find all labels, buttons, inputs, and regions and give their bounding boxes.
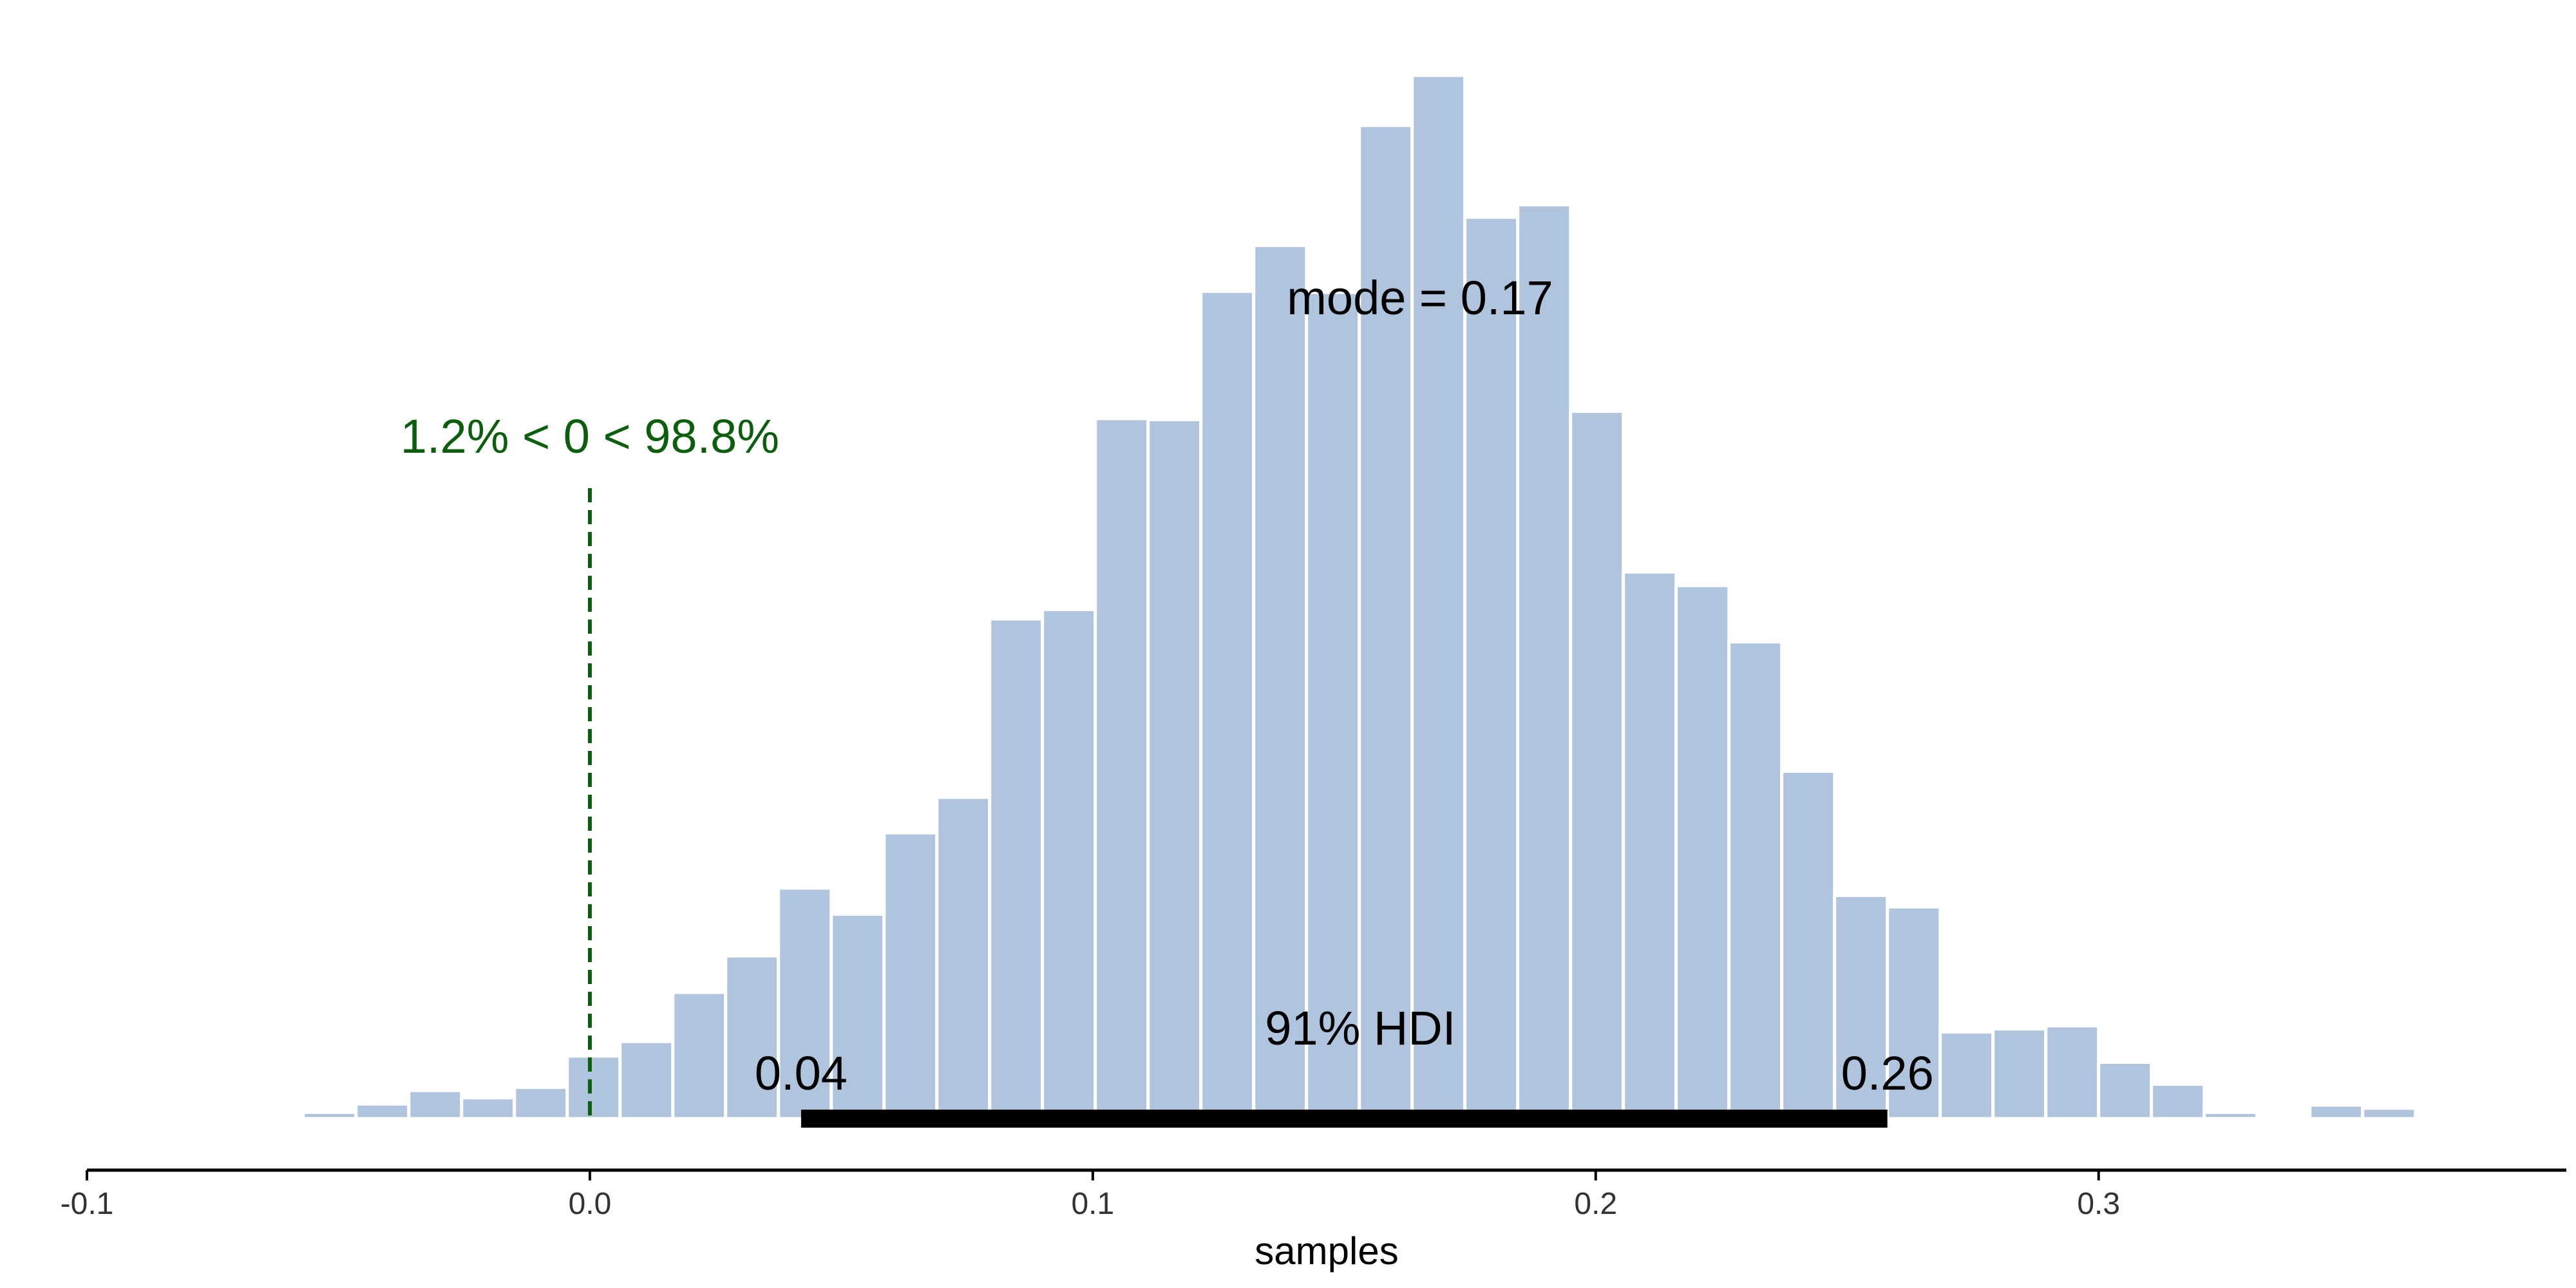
histogram-bar xyxy=(1727,640,1784,1121)
histogram-bar xyxy=(354,1102,411,1121)
x-axis-ticks: -0.1 0.0 0.1 0.2 0.3 xyxy=(61,1170,2120,1221)
histogram-bar xyxy=(988,617,1045,1121)
bars-layer xyxy=(249,73,2418,1121)
histogram-bar xyxy=(2361,1106,2418,1121)
histogram-bar xyxy=(1516,203,1573,1121)
histogram-bar xyxy=(1463,215,1520,1121)
x-tick-label: 0.2 xyxy=(1574,1187,1617,1221)
histogram-bar xyxy=(1305,290,1361,1121)
histogram-bar xyxy=(1094,417,1150,1121)
histogram-bar xyxy=(2044,1024,2101,1121)
histogram-bar xyxy=(1252,243,1309,1121)
hdi-bar xyxy=(800,1110,1888,1128)
histogram-bar xyxy=(565,1054,622,1121)
histogram-bar xyxy=(1991,1027,2048,1121)
x-axis: -0.1 0.0 0.1 0.2 0.3 samples xyxy=(61,1168,2566,1273)
hdi-label: 91% HDI xyxy=(1265,1001,1455,1055)
x-tick-label: 0.0 xyxy=(569,1187,612,1221)
histogram-bar xyxy=(1146,418,1203,1121)
histogram-bar xyxy=(671,990,728,1121)
hdi-high-label: 0.26 xyxy=(1841,1046,1934,1100)
histogram-bar xyxy=(513,1085,569,1121)
x-tick-label: 0.1 xyxy=(1071,1187,1114,1221)
histogram-bar xyxy=(1938,1030,1995,1121)
hdi-layer: 91% HDI 0.04 0.26 xyxy=(755,1001,1934,1128)
histogram-bar xyxy=(460,1096,516,1121)
histogram-bar xyxy=(935,795,992,1121)
histogram-bar xyxy=(1622,570,1678,1121)
histogram-bar xyxy=(1780,770,1837,1121)
histogram-bar xyxy=(249,1113,305,1121)
hdi-low-label: 0.04 xyxy=(755,1046,848,1100)
histogram-bar xyxy=(1041,607,1097,1121)
histogram-bar xyxy=(724,954,781,1121)
x-axis-title: samples xyxy=(1255,1229,1398,1273)
histogram-bar xyxy=(618,1039,675,1121)
histogram-bar xyxy=(2308,1103,2365,1121)
histogram-bar xyxy=(2097,1061,2154,1121)
mode-annotation: mode = 0.17 xyxy=(1287,271,1553,325)
histogram-bar xyxy=(1886,905,1942,1121)
histogram-bar xyxy=(882,831,939,1121)
histogram-bar xyxy=(1199,289,1256,1121)
histogram-bar xyxy=(2150,1083,2206,1121)
x-tick-label: 0.3 xyxy=(2077,1187,2120,1221)
reference-annotation: 1.2% < 0 < 98.8% xyxy=(401,410,779,463)
histogram-bar xyxy=(407,1088,464,1121)
histogram-bar xyxy=(2202,1110,2259,1121)
reference-layer: 1.2% < 0 < 98.8% xyxy=(401,410,779,1119)
histogram-bar xyxy=(1674,583,1731,1121)
histogram-bar xyxy=(301,1110,358,1121)
histogram-bar xyxy=(1410,73,1467,1121)
histogram-bar xyxy=(1569,410,1625,1121)
x-tick-label: -0.1 xyxy=(61,1187,114,1221)
